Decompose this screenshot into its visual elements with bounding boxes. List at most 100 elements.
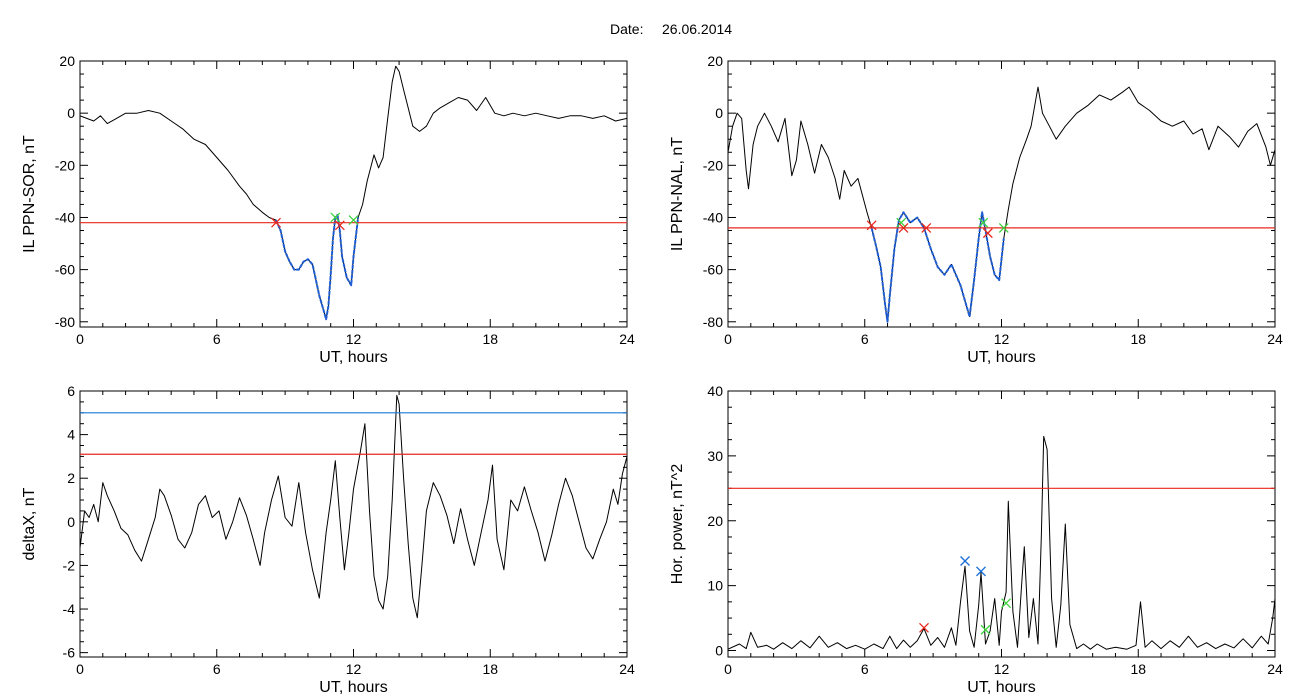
- plot-frame: [79, 60, 628, 328]
- x-tick-label: 12: [994, 331, 1010, 347]
- series-line: [80, 65, 627, 320]
- marker-red: [271, 217, 281, 228]
- marker-stroke: [866, 220, 877, 231]
- y-tick-label: -80: [55, 314, 75, 330]
- y-tick-label: -20: [703, 157, 723, 173]
- marker-red: [866, 220, 877, 231]
- x-tick-label: 0: [724, 661, 732, 677]
- x-tick-label: 24: [1267, 661, 1283, 677]
- y-axis-label: IL PPN-SOR, nT: [21, 135, 38, 253]
- x-tick-label: 6: [213, 661, 221, 677]
- y-tick-label: -80: [703, 314, 723, 330]
- y-axis-label: Hor. power, nT^2: [669, 464, 686, 585]
- y-tick-label: -2: [63, 557, 76, 573]
- y-tick-label: -60: [703, 262, 723, 278]
- y-tick-label: 10: [707, 578, 723, 594]
- x-tick-label: 18: [482, 331, 498, 347]
- x-tick-label: 12: [994, 661, 1010, 677]
- y-tick-label: -6: [63, 645, 76, 661]
- x-tick-label: 0: [76, 331, 84, 347]
- y-tick-label: -40: [703, 209, 723, 225]
- marker-red: [921, 222, 932, 233]
- plot-frame: [727, 60, 1276, 328]
- marker-stroke: [896, 217, 907, 228]
- x-tick-label: 24: [619, 661, 635, 677]
- y-tick-label: 4: [67, 427, 75, 443]
- x-tick-label: 18: [482, 661, 498, 677]
- y-axis-label: IL PPN-NAL, nT: [669, 137, 686, 251]
- y-tick-label: 0: [715, 105, 723, 121]
- plot-area: [728, 435, 1275, 650]
- marker-stroke: [998, 222, 1009, 233]
- marker-red: [898, 222, 909, 233]
- marker-green: [980, 624, 991, 635]
- x-tick-label: 18: [1130, 331, 1146, 347]
- marker-stroke: [982, 228, 993, 239]
- y-tick-label: -20: [55, 157, 75, 173]
- y-tick-label: 30: [707, 448, 723, 464]
- x-tick-label: 12: [346, 661, 362, 677]
- x-tick-label: 18: [1130, 661, 1146, 677]
- chart-sor: 0 6 12 18 24 -80 -60 -40 -20 0 20 UT, hours IL PPN-S…: [21, 53, 635, 366]
- marker-stroke: [348, 215, 359, 226]
- y-tick-label: -60: [55, 262, 75, 278]
- marker-stroke: [919, 622, 929, 633]
- x-tick-label: 6: [861, 661, 869, 677]
- marker-stroke: [334, 220, 345, 231]
- chart-nal: 0 6 12 18 24 -80 -60 -40 -20 0 20 UT, hours IL PPN-N…: [669, 53, 1283, 366]
- marker-stroke: [980, 624, 991, 635]
- highlight-segment: [275, 213, 360, 321]
- marker-stroke: [1001, 598, 1012, 609]
- series-line: [80, 394, 627, 619]
- x-tick-label: 0: [724, 331, 732, 347]
- plot-area: [80, 65, 627, 321]
- y-tick-label: 0: [67, 514, 75, 530]
- y-tick-label: 0: [67, 105, 75, 121]
- marker-green: [1001, 598, 1012, 609]
- marker-green: [348, 215, 359, 226]
- x-tick-label: 12: [346, 331, 362, 347]
- marker-blue: [960, 556, 970, 566]
- x-axis-label: UT, hours: [967, 679, 1035, 696]
- y-tick-label: 0: [715, 643, 723, 659]
- x-axis-label: UT, hours: [319, 349, 387, 366]
- plot-area: [80, 394, 627, 619]
- date-value: 26.06.2014: [662, 21, 732, 37]
- y-tick-label: -4: [63, 601, 76, 617]
- x-axis-label: UT, hours: [967, 349, 1035, 366]
- marker-green: [896, 217, 907, 228]
- date-label: Date:: [610, 21, 643, 37]
- marker-stroke: [976, 566, 986, 577]
- y-tick-label: 20: [707, 513, 723, 529]
- chart-power: 0 6 12 18 24 0 10 20 30 40 UT, hours Hor. power, nT…: [669, 383, 1283, 696]
- marker-green: [998, 222, 1009, 233]
- marker-stroke: [330, 212, 341, 223]
- marker-blue: [976, 566, 986, 577]
- x-tick-label: 6: [213, 331, 221, 347]
- x-tick-label: 0: [76, 661, 84, 677]
- marker-stroke: [898, 222, 909, 233]
- y-tick-label: 20: [59, 53, 75, 69]
- series-line: [728, 86, 1275, 323]
- marker-green: [978, 217, 989, 228]
- marker-green: [330, 212, 341, 223]
- plot-frame: [79, 390, 628, 658]
- y-tick-label: 20: [707, 53, 723, 69]
- marker-red: [334, 220, 345, 231]
- marker-red: [919, 622, 929, 633]
- y-tick-label: 40: [707, 383, 723, 399]
- marker-stroke: [921, 222, 932, 233]
- series-line: [728, 435, 1275, 650]
- y-tick-label: -40: [55, 209, 75, 225]
- marker-stroke: [960, 556, 970, 566]
- x-tick-label: 6: [861, 331, 869, 347]
- marker-red: [982, 228, 993, 239]
- y-tick-label: 6: [67, 383, 75, 399]
- x-axis-label: UT, hours: [319, 679, 387, 696]
- x-tick-label: 24: [619, 331, 635, 347]
- marker-stroke: [978, 217, 989, 228]
- y-axis-label: deltaX, nT: [21, 487, 38, 560]
